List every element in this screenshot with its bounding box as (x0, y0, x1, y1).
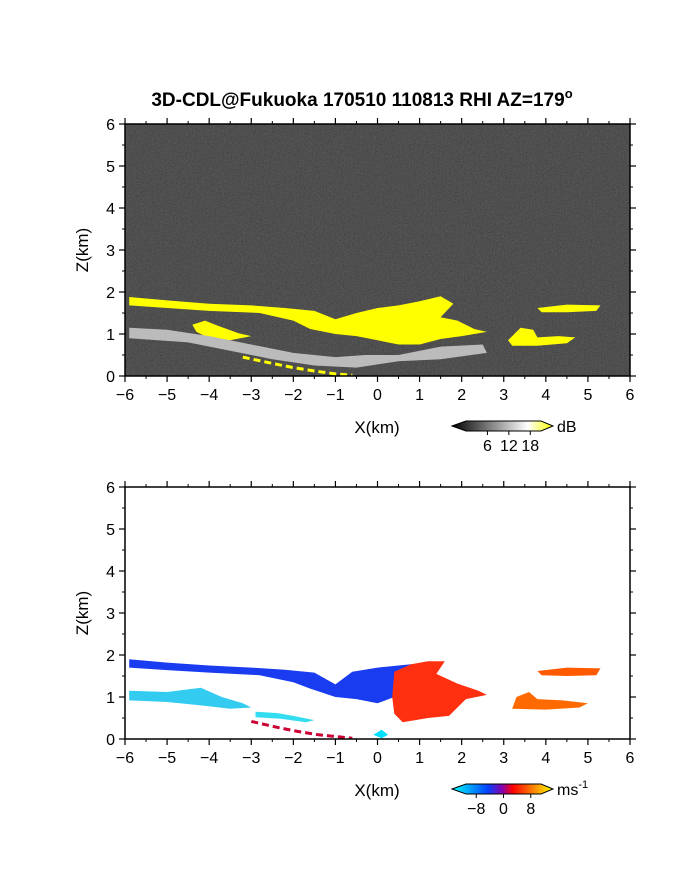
colorbar-unit: dB (557, 419, 577, 436)
colorbar-tick-label: 6 (483, 438, 492, 455)
x-tick-label: −4 (200, 750, 218, 767)
x-tick-label: −5 (158, 387, 176, 404)
x-tick-label: 2 (457, 750, 466, 767)
x-tick-label: −2 (284, 750, 302, 767)
feature-right-patch-upper (537, 667, 601, 676)
x-tick-label: −2 (284, 387, 302, 404)
feature-ground-clutter (242, 355, 353, 376)
colorbar-bar (450, 783, 555, 795)
x-tick-label: 4 (541, 750, 550, 767)
y-tick-label: 3 (106, 243, 115, 260)
x-axis-label: X(km) (354, 418, 399, 437)
backscatter-features (129, 296, 601, 376)
x-tick-label: −6 (116, 387, 134, 404)
colorbar-ticks: −8 0 8 (467, 794, 535, 818)
y-tick-label: 4 (106, 201, 115, 218)
y-tick-label: 2 (106, 285, 115, 302)
feature-lower-layer (192, 320, 252, 341)
feature-negative-lower-layer (129, 687, 252, 709)
y-tick-label: 6 (106, 117, 115, 134)
chart-title: 3D-CDL@Fukuoka 170510 110813 RHI AZ=179o (151, 86, 572, 111)
colorbar-velocity: −8 0 8 ms-1 (450, 779, 588, 818)
x-tick-label: 6 (626, 750, 635, 767)
x-tick-label: 0 (373, 387, 382, 404)
x-tick-label: 4 (541, 387, 550, 404)
x-tick-label: −5 (158, 750, 176, 767)
x-tick-label: 5 (583, 387, 592, 404)
y-tick-label: 3 (106, 606, 115, 623)
x-tick-label: −1 (326, 750, 344, 767)
colorbar-tick-label: 8 (526, 801, 535, 818)
x-tick-label: 0 (373, 750, 382, 767)
x-tick-label: −1 (326, 387, 344, 404)
feature-right-patch-lower (512, 692, 588, 710)
x-tick-label: 1 (415, 750, 424, 767)
colorbar-db: 6 12 18 dB (450, 419, 577, 455)
axis-ticks: −6 −5 −4 −3 −2 −1 0 1 2 3 4 5 6 0 1 2 3 4 5 6 (106, 480, 636, 767)
y-tick-label: 1 (106, 327, 115, 344)
y-tick-label: 2 (106, 648, 115, 665)
feature-positive-core (392, 661, 487, 723)
y-axis-label: Z(km) (73, 228, 92, 272)
colorbar-tick-label: −8 (467, 801, 485, 818)
y-tick-label: 4 (106, 564, 115, 581)
feature-right-patch-upper (537, 304, 601, 313)
y-axis-label: Z(km) (73, 591, 92, 635)
axis-ticks: −6 −5 −4 −3 −2 −1 0 1 2 3 4 5 6 0 1 2 3 4 5 6 (106, 117, 636, 404)
y-tick-label: 0 (106, 732, 115, 749)
feature-negative-wisps (255, 711, 315, 723)
y-tick-label: 0 (106, 369, 115, 386)
x-tick-label: 6 (626, 387, 635, 404)
colorbar-tick-label: 0 (499, 801, 508, 818)
feature-right-patch-lower (508, 327, 576, 346)
x-tick-label: 3 (499, 750, 508, 767)
y-tick-label: 6 (106, 480, 115, 497)
y-tick-label: 5 (106, 159, 115, 176)
feature-near-zero-bottom (373, 729, 388, 739)
x-tick-label: −4 (200, 387, 218, 404)
y-tick-label: 1 (106, 690, 115, 707)
x-tick-label: −6 (116, 750, 134, 767)
colorbar-unit: ms-1 (557, 779, 588, 799)
x-axis-label: X(km) (354, 781, 399, 800)
x-tick-label: 3 (499, 387, 508, 404)
x-tick-label: 5 (583, 750, 592, 767)
colorbar-bar (450, 420, 555, 432)
feature-negative-upper-layer (129, 659, 420, 704)
feature-aerosol-layer (129, 327, 487, 368)
velocity-panel: −6 −5 −4 −3 −2 −1 0 1 2 3 4 5 6 0 1 2 3 4 5 6 X(km) Z(km) −… (73, 480, 636, 818)
x-tick-label: −3 (242, 387, 260, 404)
colorbar-tick-label: 12 (500, 438, 518, 455)
colorbar-ticks: 6 12 18 (483, 431, 539, 455)
x-tick-label: 2 (457, 387, 466, 404)
colorbar-tick-label: 18 (521, 438, 539, 455)
y-tick-label: 5 (106, 522, 115, 539)
x-tick-label: −3 (242, 750, 260, 767)
feature-ground-clutter (250, 719, 353, 739)
velocity-features (129, 659, 601, 739)
x-tick-label: 1 (415, 387, 424, 404)
feature-upper-layer (129, 296, 487, 345)
